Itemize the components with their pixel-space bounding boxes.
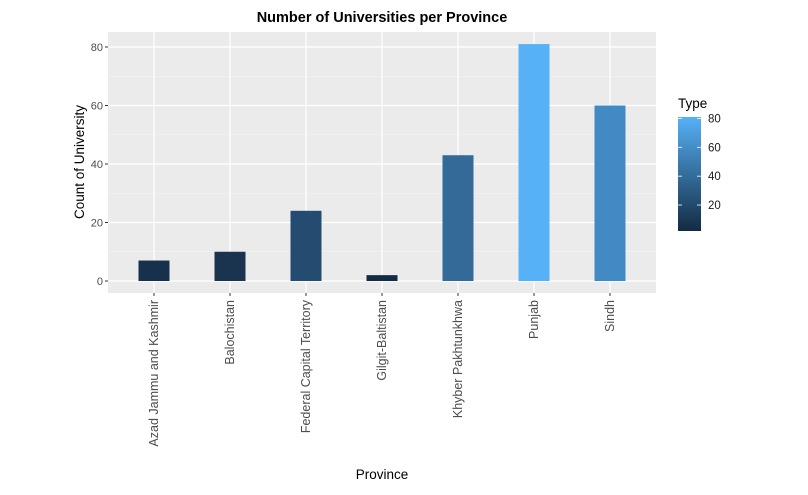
bar	[366, 275, 398, 281]
legend-tick-label: 80	[708, 113, 721, 125]
chart-title: Number of Universities per Province	[257, 10, 508, 26]
x-tick-label: Gilgit-Baltistan	[375, 300, 389, 381]
x-tick-label: Azad Jammu and Kashmir	[147, 300, 161, 447]
x-axis-title: Province	[356, 467, 409, 482]
y-axis: 0 20 40 60 80	[91, 42, 108, 288]
legend-ticks: 20 40 60 80	[678, 113, 721, 212]
y-tick-label: 0	[97, 276, 103, 288]
bar	[290, 210, 322, 281]
legend-tick-label: 20	[708, 200, 721, 212]
x-tick-label: Sindh	[603, 300, 617, 332]
legend-colorbar	[678, 117, 701, 231]
x-tick-label: Federal Capital Territory	[299, 299, 313, 433]
y-tick-label: 40	[91, 159, 103, 171]
x-tick-label: Punjab	[527, 300, 541, 339]
bars	[138, 44, 626, 282]
legend-tick-label: 40	[708, 171, 721, 183]
legend-tick-label: 60	[708, 142, 721, 154]
bar	[138, 260, 170, 281]
y-tick-label: 60	[91, 101, 103, 113]
bar	[214, 251, 246, 281]
y-axis-title: Count of University	[72, 105, 87, 219]
y-tick-label: 20	[91, 218, 103, 230]
bar	[518, 44, 550, 282]
y-tick-label: 80	[91, 42, 103, 54]
x-axis: Azad Jammu and Kashmir Balochistan Federal…	[147, 293, 617, 447]
bar	[442, 155, 474, 281]
x-tick-label: Khyber Pakhtunkhwa	[451, 300, 465, 418]
legend-title: Type	[678, 96, 707, 111]
x-tick-label: Balochistan	[223, 300, 237, 365]
legend: Type 20 40 60 80	[678, 96, 721, 231]
bar	[594, 105, 626, 281]
